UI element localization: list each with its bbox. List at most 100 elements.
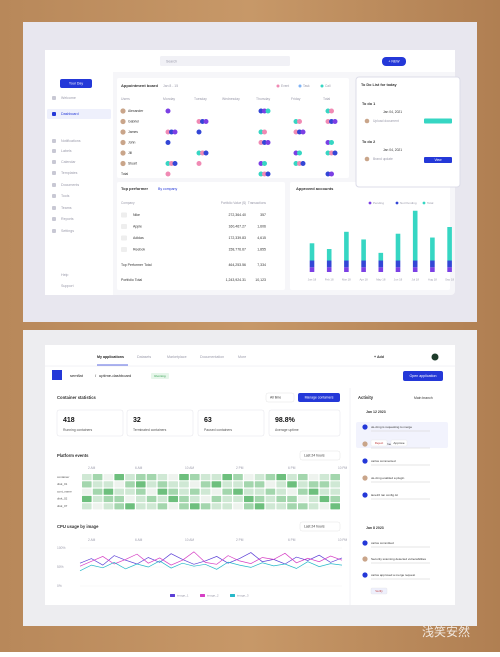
menu-item[interactable]: Support: [61, 284, 74, 288]
menu-item[interactable]: Dashboard: [61, 112, 79, 116]
stat-label: Average uptime: [275, 428, 299, 432]
menu-item[interactable]: Help: [61, 273, 68, 277]
view-button[interactable]: [424, 157, 452, 163]
bar-segment: [412, 267, 418, 272]
total-cell: Portfolio Total: [121, 278, 142, 282]
nav-item[interactable]: Documentation: [200, 355, 224, 359]
event-dot: [293, 129, 299, 135]
legend-label: image_1: [177, 593, 189, 597]
heat-cell: [200, 481, 211, 488]
nav-item[interactable]: Marketplace: [167, 355, 187, 359]
heat-cell: [254, 481, 265, 488]
manage-button[interactable]: [298, 393, 340, 402]
row-label: James: [128, 130, 138, 134]
column-header: Company: [121, 201, 135, 205]
menu-item[interactable]: Welcome: [61, 96, 76, 100]
activity-button[interactable]: [390, 439, 408, 447]
heat-cell: [200, 474, 211, 481]
heat-cell: [179, 481, 189, 488]
menu-item[interactable]: Settings: [61, 229, 74, 233]
heat-cell: [125, 503, 135, 510]
day-button[interactable]: [60, 79, 92, 88]
menu-item[interactable]: Teams: [61, 206, 72, 210]
event-dot: [262, 108, 267, 114]
y-tick-label: 0%: [57, 584, 62, 588]
nav-item[interactable]: Datasets: [137, 355, 151, 359]
menu-item[interactable]: Calendar: [61, 160, 76, 164]
heat-cell: [319, 488, 330, 495]
nav-item[interactable]: More: [238, 355, 246, 359]
activity-button[interactable]: [370, 439, 388, 447]
time-label: 10 PM: [338, 466, 348, 470]
todo-item-title: To do 1: [362, 102, 375, 106]
event-dot: [325, 140, 331, 145]
bar-segment: [309, 243, 315, 261]
column-header: Monday: [163, 97, 175, 101]
heat-cell: [298, 488, 308, 495]
heat-cell: [146, 488, 157, 495]
todo-text: Brand update: [373, 157, 393, 161]
new-button[interactable]: [382, 57, 406, 66]
group-date: Jan 12 2023: [366, 410, 386, 414]
filter-select[interactable]: [265, 392, 295, 403]
activity-button-label: Verify: [375, 589, 383, 593]
heat-cell: [190, 495, 200, 503]
bar-segment: [361, 267, 366, 272]
filter-select[interactable]: [299, 521, 341, 532]
legend-dot: [276, 84, 280, 88]
filter[interactable]: By company: [158, 187, 178, 191]
menu-item[interactable]: Templates: [61, 171, 78, 175]
event-dot: [196, 129, 202, 135]
heat-cell: [82, 495, 92, 503]
heat-cell: [114, 488, 124, 495]
heat-cell: [319, 481, 330, 488]
heat-cell: [265, 474, 276, 481]
bar-segment: [395, 267, 401, 272]
total-cell: Top Performer Total: [121, 263, 152, 267]
filter-select[interactable]: [299, 450, 341, 461]
branch-select[interactable]: Main branch: [414, 396, 433, 400]
filter-label: Last 24 hours: [304, 524, 325, 528]
column-header: Transactions: [248, 201, 267, 205]
bar-segment: [378, 267, 384, 272]
heat-cell: [330, 495, 340, 503]
activity-text: Security scanning detected vulnerabiliti…: [371, 557, 427, 561]
heat-cell: [233, 481, 243, 488]
heat-cell: [308, 503, 319, 510]
event-dot: [293, 150, 299, 156]
heat-cell: [222, 481, 232, 488]
bar-segment: [309, 260, 315, 268]
heat-cell: [114, 503, 124, 510]
heat-cell: [244, 474, 254, 481]
menu-item[interactable]: Notifications: [61, 139, 81, 143]
heat-cell: [276, 503, 286, 510]
activity-button[interactable]: [370, 587, 388, 595]
heat-cell: [276, 474, 286, 481]
menu-item[interactable]: Reports: [61, 217, 74, 221]
event-dot: [196, 119, 202, 124]
heat-cell: [265, 481, 276, 488]
menu-item[interactable]: Labels: [61, 149, 72, 153]
time-label: 2 PM: [236, 538, 244, 542]
stat-value: 98.8%: [275, 417, 296, 424]
menu-item[interactable]: Tools: [61, 194, 70, 198]
time-label: 2 AM: [88, 466, 96, 470]
heat-cell: [179, 488, 189, 495]
stat-value: 63: [204, 417, 212, 424]
heat-cell: [146, 474, 157, 481]
open-button[interactable]: [403, 371, 443, 381]
heat-cell: [157, 495, 168, 503]
nav-item[interactable]: My applications: [97, 355, 124, 359]
filter-label: Last 24 hours: [304, 453, 325, 457]
add-button[interactable]: + Add: [374, 355, 384, 359]
search-box[interactable]: [160, 56, 290, 66]
x-tick-label: May 18: [376, 278, 386, 282]
menu-item[interactable]: Documents: [61, 183, 79, 187]
heat-cell: [157, 503, 168, 510]
heat-cell: [82, 474, 92, 481]
legend-label: Task: [303, 84, 310, 88]
table-cell: 357: [260, 213, 266, 217]
heat-cell: [146, 481, 157, 488]
x-tick-label: Jun 18: [394, 278, 403, 282]
breadcrumb: semflat: [70, 373, 84, 378]
